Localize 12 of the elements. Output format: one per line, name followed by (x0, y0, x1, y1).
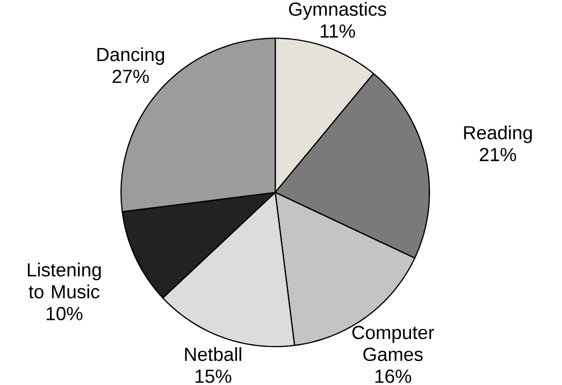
slice-label: Netball (185, 347, 242, 362)
slice-label: Reading (464, 126, 532, 144)
data-label: 11% (320, 24, 355, 38)
data-label: 10% (46, 306, 82, 320)
data-label: 16% (375, 370, 412, 383)
data-label: 27% (112, 70, 149, 84)
slice-label: Dancing (97, 47, 164, 65)
data-label: 21% (480, 148, 516, 162)
slice-label: Computer Games (352, 326, 434, 362)
data-label: 15% (196, 370, 232, 383)
slice-label: Listening to Music (28, 262, 101, 298)
slice-label: Gymnastics (289, 2, 386, 20)
